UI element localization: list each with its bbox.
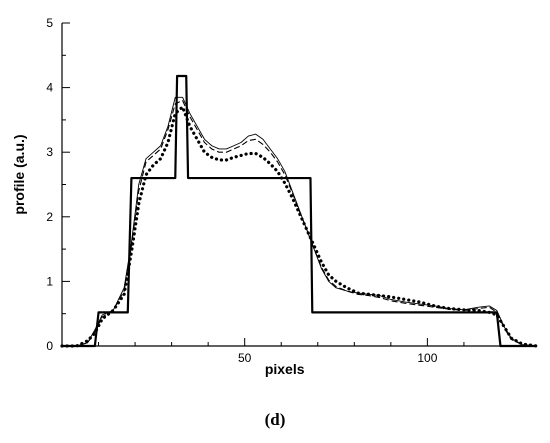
series-line-1 <box>62 74 537 348</box>
y-tick-label: 5 <box>46 16 53 30</box>
panel-label: (d) <box>0 410 550 430</box>
y-tick-label: 1 <box>46 274 53 288</box>
panel-label-text: (d) <box>264 410 286 429</box>
axes: 0 1 2 3 4 5 50 100 <box>46 16 537 365</box>
y-axis-title: profile (a.u.) <box>11 134 27 214</box>
series-line-4 <box>60 105 539 348</box>
y-tick-label: 2 <box>46 210 53 224</box>
x-axis-title: pixels <box>265 361 305 377</box>
x-tick-label: 100 <box>417 351 437 365</box>
y-tick-label: 0 <box>46 339 53 353</box>
x-tick-label: 50 <box>238 351 252 365</box>
y-tick-label: 3 <box>46 145 53 159</box>
series-line-2 <box>61 96 538 347</box>
series-layer <box>60 74 539 348</box>
y-tick-label: 4 <box>46 81 53 95</box>
